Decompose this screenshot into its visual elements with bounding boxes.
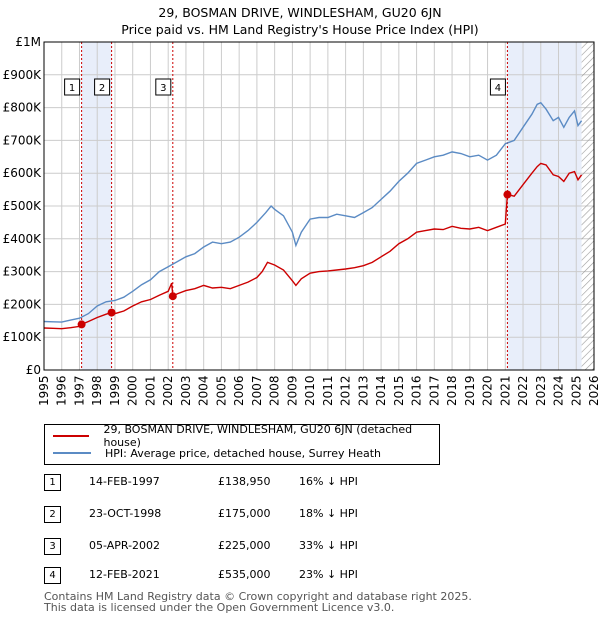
- sale-row: 1 14-FEB-1997 £138,950 16% ↓ HPI: [44, 474, 464, 494]
- sale-marker-box: [64, 78, 81, 96]
- sale-row: 2 23-OCT-1998 £175,000 18% ↓ HPI: [44, 506, 464, 526]
- hatched-region: [581, 42, 594, 370]
- x-tick-label: 2014: [374, 375, 388, 406]
- legend-entry-hpi: HPI: Average price, detached house, Surr…: [53, 444, 381, 462]
- x-tick-label: 1997: [72, 375, 86, 406]
- chart-title: 29, BOSMAN DRIVE, WINDLESHAM, GU20 6JN: [158, 5, 442, 20]
- sale-hpi-diff: 18% ↓ HPI: [299, 507, 358, 520]
- x-tick-label: 2009: [285, 375, 299, 406]
- x-tick-label: 2016: [410, 375, 424, 406]
- x-tick-label: 2023: [534, 375, 548, 406]
- sale-row: 4 12-FEB-2021 £535,000 23% ↓ HPI: [44, 567, 464, 587]
- x-tick-label: 2019: [463, 375, 477, 406]
- x-tick-label: 2024: [552, 375, 566, 406]
- sale-price: £535,000: [218, 568, 271, 581]
- x-tick-label: 2000: [126, 375, 140, 406]
- y-tick-label: £100K: [3, 330, 43, 344]
- y-tick-label: £1M: [15, 35, 41, 49]
- x-tick-label: 2022: [516, 375, 530, 406]
- y-tick-label: £200K: [3, 297, 43, 311]
- sale-marker-label: 1: [69, 83, 75, 94]
- x-tick-label: 2026: [587, 375, 600, 406]
- x-tick-label: 2011: [321, 375, 335, 406]
- sale-marker-box: [94, 78, 111, 96]
- x-tick-label: 2021: [498, 375, 512, 406]
- y-tick-label: £900K: [3, 68, 43, 82]
- chart-subtitle: Price paid vs. HM Land Registry's House …: [121, 22, 479, 37]
- x-tick-label: 2003: [179, 375, 193, 406]
- y-tick-label: £700K: [3, 133, 43, 147]
- x-tick-label: 2008: [268, 375, 282, 406]
- y-tick-label: £400K: [3, 232, 43, 246]
- x-tick-label: 2017: [427, 375, 441, 406]
- legend-red-line: [53, 435, 90, 437]
- sale-price: £225,000: [218, 539, 271, 552]
- sale-point: [107, 308, 116, 317]
- sale-date: 05-APR-2002: [89, 539, 161, 552]
- x-tick-label: 2005: [214, 375, 228, 406]
- property-price-line: [43, 162, 583, 330]
- sale-price: £138,950: [218, 475, 271, 488]
- x-tick-label: 2004: [197, 375, 211, 406]
- sale-hpi-diff: 16% ↓ HPI: [299, 475, 358, 488]
- sale-number-badge: 2: [44, 506, 61, 523]
- y-tick-label: £500K: [3, 199, 43, 213]
- sale-point: [503, 190, 512, 199]
- sale-marker-label: 2: [99, 83, 105, 94]
- x-tick-label: 2007: [250, 375, 264, 406]
- y-tick-label: £600K: [3, 166, 43, 180]
- sale-price: £175,000: [218, 507, 271, 520]
- x-tick-label: 2015: [392, 375, 406, 406]
- legend-hpi-label: HPI: Average price, detached house, Surr…: [105, 446, 382, 460]
- chart-legend: 29, BOSMAN DRIVE, WINDLESHAM, GU20 6JN (…: [44, 423, 440, 465]
- sale-number-badge: 3: [44, 538, 61, 555]
- x-tick-label: 2001: [143, 375, 157, 406]
- sale-hpi-diff: 23% ↓ HPI: [299, 568, 358, 581]
- legend-property-label: 29, BOSMAN DRIVE, WINDLESHAM, GU20 6JN (…: [103, 423, 413, 449]
- plot-frame: [43, 41, 595, 371]
- sale-marker-label: 4: [495, 83, 501, 94]
- sale-number-badge: 1: [44, 474, 61, 491]
- y-tick-label: £0: [26, 363, 41, 377]
- x-tick-label: 2018: [445, 375, 459, 406]
- hpi-line: [43, 101, 583, 323]
- sale-point: [168, 292, 177, 301]
- x-tick-label: 2025: [569, 375, 583, 406]
- sale-marker-box: [489, 78, 506, 96]
- footer-copyright: Contains HM Land Registry data © Crown c…: [44, 590, 472, 603]
- sale-hpi-diff: 33% ↓ HPI: [299, 539, 358, 552]
- y-tick-label: £300K: [3, 265, 43, 279]
- x-tick-label: 1996: [55, 375, 69, 406]
- x-tick-label: 1999: [108, 375, 122, 406]
- sale-date: 23-OCT-1998: [89, 507, 162, 520]
- x-tick-label: 1995: [37, 375, 51, 406]
- x-tick-label: 2010: [303, 375, 317, 406]
- sale-marker-label: 3: [160, 83, 166, 94]
- x-tick-label: 2006: [232, 375, 246, 406]
- x-tick-label: 2012: [339, 375, 353, 406]
- x-tick-label: 2020: [481, 375, 495, 406]
- footer-licence: This data is licensed under the Open Gov…: [44, 601, 395, 614]
- sale-marker-box: [155, 78, 172, 96]
- x-tick-label: 2013: [356, 375, 370, 406]
- sale-row: 3 05-APR-2002 £225,000 33% ↓ HPI: [44, 538, 464, 558]
- y-tick-label: £800K: [3, 101, 43, 115]
- legend-entry-property: 29, BOSMAN DRIVE, WINDLESHAM, GU20 6JN (…: [53, 423, 439, 449]
- price-chart: 1 2 3 4 £0 £100K £200K £300K £400K £500K £600K £70…: [3, 35, 600, 406]
- sale-date: 14-FEB-1997: [89, 475, 160, 488]
- x-tick-label: 2002: [161, 375, 175, 406]
- sale-date: 12-FEB-2021: [89, 568, 160, 581]
- legend-blue-line: [53, 452, 91, 454]
- sale-point: [77, 320, 86, 329]
- x-tick-label: 1998: [90, 375, 104, 406]
- sale-number-badge: 4: [44, 567, 61, 584]
